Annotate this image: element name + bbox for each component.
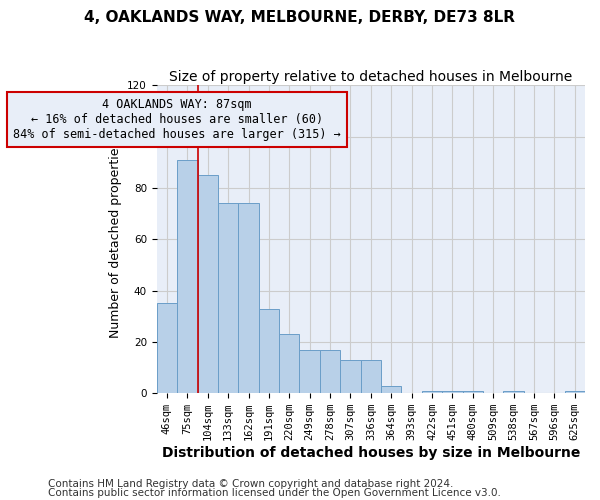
Text: 4, OAKLANDS WAY, MELBOURNE, DERBY, DE73 8LR: 4, OAKLANDS WAY, MELBOURNE, DERBY, DE73 …: [85, 10, 515, 25]
Bar: [259, 308, 279, 393]
Bar: [340, 360, 361, 393]
Bar: [320, 350, 340, 393]
Title: Size of property relative to detached houses in Melbourne: Size of property relative to detached ho…: [169, 70, 572, 84]
Bar: [463, 390, 483, 393]
Bar: [442, 390, 463, 393]
Bar: [157, 304, 177, 393]
Bar: [299, 350, 320, 393]
Text: Contains HM Land Registry data © Crown copyright and database right 2024.: Contains HM Land Registry data © Crown c…: [48, 479, 454, 489]
Bar: [177, 160, 197, 393]
Bar: [503, 390, 524, 393]
Text: 4 OAKLANDS WAY: 87sqm
← 16% of detached houses are smaller (60)
84% of semi-deta: 4 OAKLANDS WAY: 87sqm ← 16% of detached …: [13, 98, 341, 141]
Bar: [238, 204, 259, 393]
Bar: [381, 386, 401, 393]
Bar: [422, 390, 442, 393]
Bar: [197, 175, 218, 393]
X-axis label: Distribution of detached houses by size in Melbourne: Distribution of detached houses by size …: [161, 446, 580, 460]
Bar: [361, 360, 381, 393]
Bar: [279, 334, 299, 393]
Bar: [218, 204, 238, 393]
Y-axis label: Number of detached properties: Number of detached properties: [109, 140, 122, 338]
Text: Contains public sector information licensed under the Open Government Licence v3: Contains public sector information licen…: [48, 488, 501, 498]
Bar: [565, 390, 585, 393]
